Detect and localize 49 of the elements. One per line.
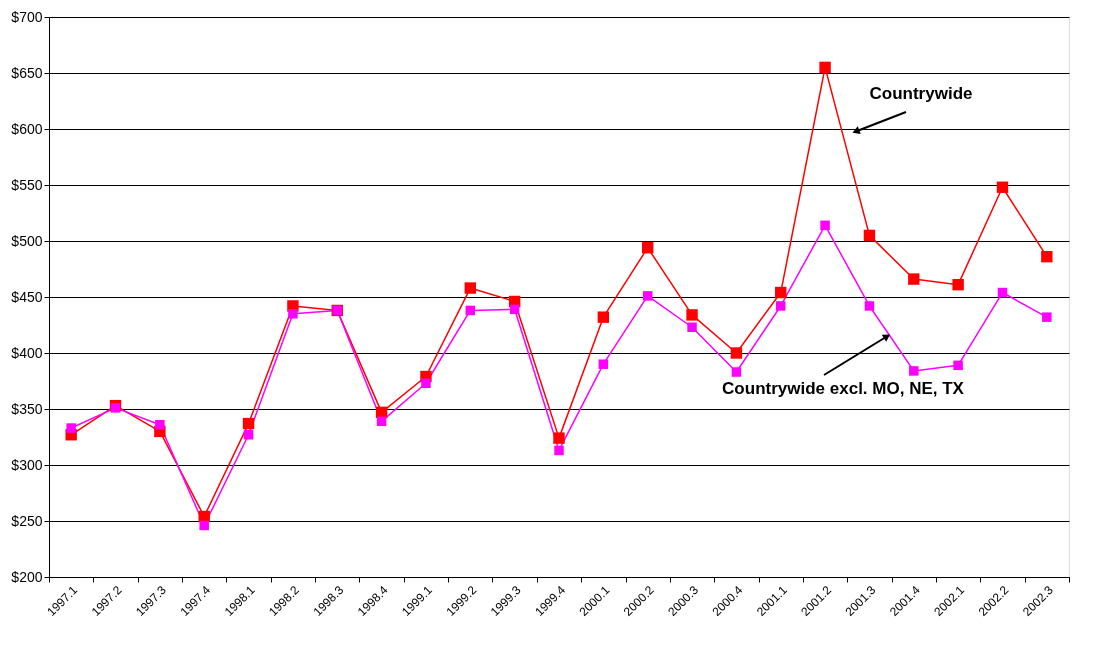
y-tick-label: $300 — [11, 456, 43, 473]
point — [775, 286, 787, 299]
point — [509, 304, 520, 315]
point — [597, 311, 610, 323]
point — [730, 347, 743, 359]
point — [641, 242, 654, 254]
y-tick-label: $350 — [11, 400, 43, 417]
point — [863, 229, 876, 242]
y-tick-label: $500 — [11, 232, 43, 249]
point — [155, 419, 165, 430]
point — [598, 359, 609, 369]
point — [909, 366, 919, 376]
point — [642, 291, 653, 301]
point — [110, 403, 121, 413]
point — [996, 181, 1009, 193]
point — [199, 520, 209, 531]
point — [731, 367, 742, 377]
point — [908, 273, 920, 285]
point — [820, 220, 830, 231]
point — [421, 378, 431, 388]
point — [288, 309, 298, 319]
y-tick-label: $400 — [11, 344, 43, 361]
point — [952, 278, 964, 291]
point — [464, 282, 477, 294]
y-tick-label: $550 — [11, 176, 43, 193]
series-label: Countrywide excl. MO, NE, TX — [722, 379, 965, 398]
y-tick-label: $600 — [11, 120, 43, 137]
point — [242, 417, 255, 430]
point — [997, 287, 1008, 298]
y-tick-label: $250 — [11, 512, 43, 529]
point — [819, 61, 831, 74]
point — [1041, 250, 1053, 263]
point — [1042, 312, 1052, 322]
y-tick-label: $700 — [11, 8, 43, 25]
y-tick-label: $200 — [11, 568, 43, 585]
series-label: Countrywide — [869, 84, 973, 103]
point — [376, 416, 387, 427]
y-tick-label: $450 — [11, 288, 43, 305]
point — [66, 423, 76, 433]
point — [953, 360, 963, 371]
point — [864, 301, 875, 311]
point — [243, 430, 254, 440]
point — [553, 432, 565, 444]
y-tick-label: $650 — [11, 64, 43, 81]
point — [687, 322, 697, 332]
point — [776, 301, 786, 311]
point — [465, 305, 476, 316]
point — [554, 445, 564, 456]
point — [686, 309, 698, 321]
